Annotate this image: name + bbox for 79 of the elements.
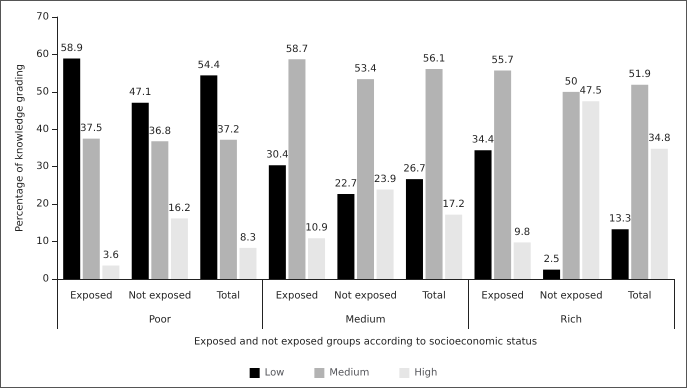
data-label: 50 [564,76,578,88]
text: Rich [560,314,582,326]
data-label: 22.7 [334,178,358,190]
bar [650,148,668,279]
data-label: 47.1 [129,87,152,98]
data-label: 17.2 [442,199,465,210]
text: Medium [346,314,386,326]
bar [356,79,374,279]
data-label: 16.2 [168,202,191,214]
bar [543,270,560,279]
bar [376,190,394,279]
data-label: 13.3 [609,214,632,225]
data-label: 58.7 [286,44,308,55]
data-label: 26.7 [403,164,426,175]
bar [170,218,188,279]
x-tick-label: Not exposed [128,290,192,302]
y-tick-label: 70 [36,12,49,22]
x-tick-label: Total [627,290,652,302]
data-label: 47.5 [580,86,602,97]
y-tick-label: 10 [36,236,49,248]
data-label: 34.4 [472,134,494,146]
bar [288,59,306,279]
data-label: 54.4 [198,60,220,71]
data-label: 55.7 [491,55,514,66]
x-tick-label: Not exposed [334,290,397,302]
bar [220,140,237,279]
data-label: 2.5 [544,254,560,266]
data-label: 36.8 [148,126,171,137]
x-tick-label: Not exposed [540,290,603,302]
x-tick-label: Exposed [276,290,318,302]
y-tick-label: 0 [42,274,49,284]
x-tick-label: Total [421,290,446,302]
x-tick-label: Exposed [70,290,112,302]
data-label: 51.9 [628,69,651,80]
bar [151,141,168,279]
bar [406,179,423,279]
bar [239,248,256,279]
bar [474,150,492,279]
x-axis-title: Exposed and not exposed groups according to socioeconomic status [194,336,538,348]
legend-label: High [414,368,438,378]
bar [494,70,512,279]
data-label: 53.4 [354,64,377,75]
bar [337,194,354,279]
data-label: 58.9 [60,43,83,54]
bar [200,75,218,279]
bar [132,102,149,279]
bar [63,58,80,279]
data-label: 56.1 [422,54,446,65]
data-label: 30.4 [266,150,288,161]
y-tick-label: 60 [36,48,49,60]
x-tick-label: Total [216,290,240,302]
bar [514,242,531,279]
bar [102,266,120,279]
y-tick-label: 50 [36,86,49,98]
data-label: 9.8 [514,226,530,238]
bar [308,238,326,279]
legend-label: Low [264,368,284,378]
bar [562,92,580,279]
data-label: 37.5 [80,123,102,134]
bar [445,214,462,279]
data-label: 34.8 [648,133,670,144]
legend-label: Medium [329,368,370,378]
data-label: 10.9 [305,222,328,234]
y-tick-label: 20 [36,198,49,210]
text: Poor [148,314,172,326]
bar [612,229,629,279]
bar [268,165,286,279]
x-tick-label: Exposed [481,290,524,302]
data-label: 3.6 [102,250,119,262]
bar [426,69,443,279]
data-label: 8.3 [240,232,256,244]
y-tick-label: 40 [36,124,49,135]
data-label: 23.9 [374,174,396,186]
bar [631,84,648,279]
bar [582,101,600,279]
data-label: 37.2 [217,124,240,136]
y-tick-label: 30 [36,161,49,172]
y-axis-title: Percentage of knowledge grading [14,64,26,232]
bar [82,138,100,279]
